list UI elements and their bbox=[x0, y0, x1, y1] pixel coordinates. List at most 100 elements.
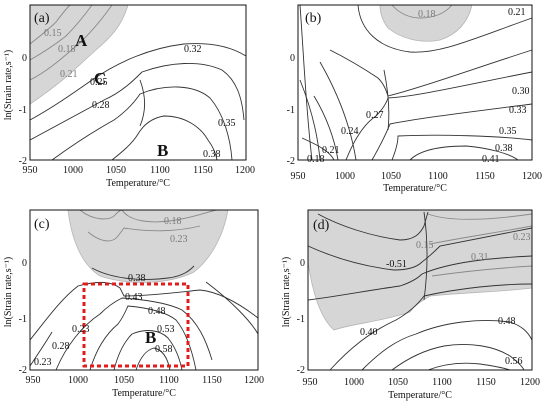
contour-label-d-3: 0.23 bbox=[513, 232, 531, 243]
plot-frame-b bbox=[297, 4, 533, 161]
contour-label-a-6: 0.35 bbox=[218, 118, 236, 129]
contour-label-c-9: 0.23 bbox=[34, 357, 52, 368]
panel-b: (b) 0.18 0.21 0.18 0.21 0.24 0.27 0.30 0… bbox=[287, 4, 542, 194]
contour-label-c-5: 0.53 bbox=[157, 324, 175, 335]
contour-label-b-8: 0.35 bbox=[499, 126, 517, 137]
region-label-a-C: C bbox=[94, 69, 106, 88]
contour-lines-d bbox=[307, 211, 533, 371]
instability-region-c bbox=[67, 209, 229, 283]
x-tick-d-1200: 1200 bbox=[520, 377, 540, 388]
contour-label-c-7: 0.23 bbox=[72, 324, 90, 335]
x-tick-a-1100: 1100 bbox=[150, 165, 170, 176]
plot-frame-c bbox=[29, 209, 259, 371]
y-tick-b-m2: -2 bbox=[287, 156, 295, 167]
y-ticks-a: 0 -1 -2 bbox=[19, 53, 27, 167]
x-tick-b-1000: 1000 bbox=[335, 171, 355, 182]
instability-region-d bbox=[307, 209, 533, 331]
x-tick-d-1050: 1050 bbox=[388, 377, 408, 388]
contour-label-d-2: 0.31 bbox=[471, 252, 489, 263]
contour-label-c-3: 0.43 bbox=[125, 292, 143, 303]
contour-label-c-2: 0.38 bbox=[128, 273, 146, 284]
contour-label-c-4: 0.48 bbox=[148, 306, 166, 317]
y-ticks-b: 0 -1 -2 bbox=[287, 53, 295, 167]
contour-label-d-1: 0.15 bbox=[416, 240, 434, 251]
y-tick-a-0: 0 bbox=[22, 53, 27, 64]
x-tick-d-1150: 1150 bbox=[476, 377, 496, 388]
contour-label-b-4: 0.24 bbox=[341, 126, 359, 137]
region-label-c-B: B bbox=[145, 328, 156, 347]
y-tick-b-m1: -1 bbox=[287, 105, 295, 116]
x-axis-label-a: Temperature/°C bbox=[106, 178, 170, 189]
x-tick-a-950: 950 bbox=[23, 165, 38, 176]
panel-c: (c) B 0.18 0.23 0.38 0.43 0.48 0.53 0.58… bbox=[3, 209, 265, 399]
contour-label-a-1: 0.18 bbox=[58, 44, 76, 55]
panel-a: (a) A C B 0.15 0.18 0.21 0.25 0.28 0.32 … bbox=[3, 4, 256, 189]
contour-label-a-7: 0.38 bbox=[203, 149, 221, 160]
contour-label-b-5: 0.27 bbox=[366, 110, 384, 121]
x-tick-d-1100: 1100 bbox=[432, 377, 452, 388]
x-tick-d-1000: 1000 bbox=[344, 377, 364, 388]
x-tick-d-950: 950 bbox=[303, 377, 318, 388]
y-tick-a-m2: -2 bbox=[19, 156, 27, 167]
contour-label-b-9: 0.38 bbox=[495, 143, 513, 154]
contour-label-a-5: 0.32 bbox=[184, 44, 202, 55]
x-ticks-d: 950 1000 1050 1100 1150 1200 bbox=[303, 377, 541, 388]
region-label-a-A: A bbox=[75, 31, 88, 50]
contour-label-b-1: 0.21 bbox=[322, 145, 340, 156]
y-tick-c-m1: -1 bbox=[19, 314, 27, 325]
y-axis-label-c: ln(Strain rate,s⁻¹) bbox=[3, 257, 14, 327]
x-tick-c-1000: 1000 bbox=[68, 375, 88, 386]
y-tick-b-0: 0 bbox=[290, 53, 295, 64]
contour-label-c-1: 0.23 bbox=[170, 234, 188, 245]
contour-label-b-0: 0.18 bbox=[307, 154, 325, 165]
panel-tag-a: (a) bbox=[34, 11, 50, 26]
y-tick-a-m1: -1 bbox=[19, 105, 27, 116]
x-tick-b-1150: 1150 bbox=[475, 171, 495, 182]
contour-lines-a bbox=[29, 4, 247, 161]
x-axis-label-b: Temperature/°C bbox=[383, 183, 447, 194]
y-tick-c-m2: -2 bbox=[19, 365, 27, 376]
y-tick-d-0: 0 bbox=[300, 258, 305, 269]
x-tick-a-1150: 1150 bbox=[193, 165, 213, 176]
instability-window-box bbox=[82, 282, 190, 368]
contour-label-d-6: 0.56 bbox=[505, 356, 523, 367]
panel-tag-b: (b) bbox=[305, 11, 322, 26]
y-tick-d-m2: -2 bbox=[297, 365, 305, 376]
contour-label-b-2: 0.18 bbox=[418, 9, 436, 20]
y-tick-c-0: 0 bbox=[22, 258, 27, 269]
x-tick-a-1200: 1200 bbox=[235, 165, 255, 176]
contour-label-b-6: 0.30 bbox=[512, 86, 530, 97]
contour-label-a-3: 0.25 bbox=[90, 77, 108, 88]
x-tick-c-1100: 1100 bbox=[159, 375, 179, 386]
x-tick-b-950: 950 bbox=[291, 171, 306, 182]
panel-tag-d: (d) bbox=[313, 218, 330, 233]
x-tick-b-1200: 1200 bbox=[522, 171, 542, 182]
x-tick-a-1000: 1000 bbox=[63, 165, 83, 176]
x-tick-c-1050: 1050 bbox=[114, 375, 134, 386]
contour-label-a-0: 0.15 bbox=[44, 28, 62, 39]
contour-label-b-3: 0.21 bbox=[508, 7, 526, 18]
x-tick-a-1050: 1050 bbox=[106, 165, 126, 176]
contour-label-b-7: 0.33 bbox=[509, 105, 527, 116]
x-tick-b-1050: 1050 bbox=[381, 171, 401, 182]
x-ticks-c: 950 1000 1050 1100 1150 1200 bbox=[26, 375, 265, 386]
contour-label-d-0: -0.51 bbox=[386, 259, 407, 270]
contour-lines-b bbox=[299, 4, 533, 161]
y-ticks-d: 0 -1 -2 bbox=[297, 258, 305, 376]
x-tick-b-1100: 1100 bbox=[428, 171, 448, 182]
x-axis-label-c: Temperature/°C bbox=[112, 388, 176, 399]
x-ticks-a: 950 1000 1050 1100 1150 1200 bbox=[23, 165, 256, 176]
x-tick-c-1200: 1200 bbox=[244, 375, 264, 386]
contour-lines-c bbox=[29, 209, 259, 371]
x-axis-label-d: Temperature/°C bbox=[388, 390, 452, 401]
contour-label-b-10: 0.41 bbox=[482, 154, 500, 165]
region-label-a-B: B bbox=[157, 141, 168, 160]
plot-frame-a bbox=[29, 4, 247, 161]
contour-label-d-4: 0.40 bbox=[360, 327, 378, 338]
contour-label-c-6: 0.58 bbox=[155, 344, 173, 355]
instability-region-a bbox=[29, 4, 129, 105]
contour-label-c-8: 0.28 bbox=[52, 341, 70, 352]
panel-d: (d) -0.51 0.15 0.31 0.23 0.40 0.48 0.56 … bbox=[281, 209, 541, 401]
panel-tag-c: (c) bbox=[34, 217, 50, 232]
